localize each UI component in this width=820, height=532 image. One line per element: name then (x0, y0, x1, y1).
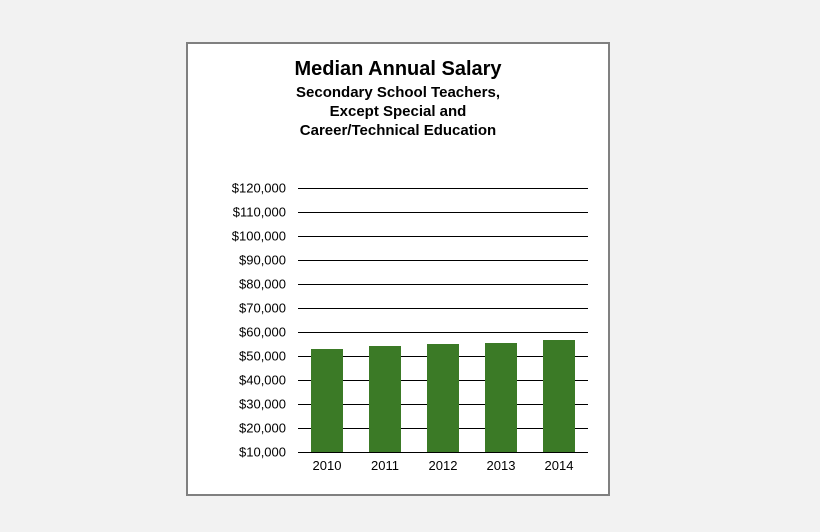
gridline (298, 308, 588, 309)
chart-title: Median Annual Salary (188, 58, 608, 81)
y-tick-label: $40,000 (239, 373, 286, 388)
bar (369, 346, 401, 452)
x-tick-label: 2011 (356, 458, 414, 473)
y-tick-label: $90,000 (239, 253, 286, 268)
bar (427, 344, 459, 452)
gridline (298, 236, 588, 237)
gridline (298, 332, 588, 333)
chart-subtitle: Secondary School Teachers,Except Special… (188, 84, 608, 140)
bar (485, 343, 517, 452)
baseline (298, 452, 588, 453)
y-tick-label: $30,000 (239, 397, 286, 412)
plot-area: $10,000$20,000$30,000$40,000$50,000$60,0… (298, 188, 588, 452)
y-tick-label: $100,000 (232, 229, 286, 244)
y-tick-label: $50,000 (239, 349, 286, 364)
y-tick-label: $120,000 (232, 181, 286, 196)
x-tick-label: 2010 (298, 458, 356, 473)
y-tick-label: $80,000 (239, 277, 286, 292)
y-tick-label: $10,000 (239, 445, 286, 460)
y-tick-label: $60,000 (239, 325, 286, 340)
y-tick-label: $20,000 (239, 421, 286, 436)
x-tick-label: 2012 (414, 458, 472, 473)
gridline (298, 260, 588, 261)
y-tick-label: $70,000 (239, 301, 286, 316)
gridline (298, 284, 588, 285)
gridline (298, 188, 588, 189)
x-tick-label: 2014 (530, 458, 588, 473)
gridline (298, 212, 588, 213)
x-tick-label: 2013 (472, 458, 530, 473)
bar (311, 349, 343, 452)
y-tick-label: $110,000 (233, 205, 286, 220)
bar (543, 340, 575, 452)
chart-frame: Median Annual Salary Secondary School Te… (186, 42, 610, 496)
